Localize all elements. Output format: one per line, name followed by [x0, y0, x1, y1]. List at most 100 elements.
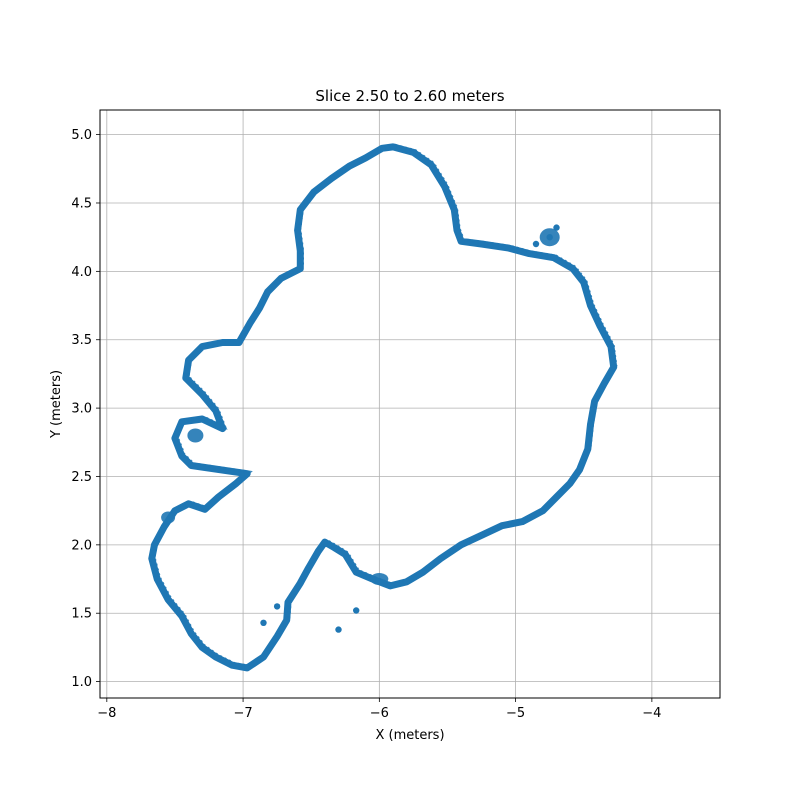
scatter-point	[403, 578, 410, 585]
scatter-point	[188, 630, 195, 637]
scatter-point	[596, 322, 604, 330]
scatter-point	[505, 244, 512, 252]
scatter-point	[498, 522, 506, 529]
scatter-point	[151, 541, 158, 548]
scatter-point	[260, 653, 267, 661]
x-axis-label: X (meters)	[375, 728, 444, 743]
scatter-point	[526, 250, 533, 257]
y-tick-label: 3.5	[71, 333, 92, 348]
plot-frame	[99, 109, 721, 699]
y-axis-label: Y (meters)	[49, 370, 64, 439]
scatter-point	[178, 418, 185, 425]
scatter-point	[427, 161, 435, 168]
scatter-point	[235, 339, 243, 346]
scatter-point	[457, 238, 465, 245]
scatter-point	[607, 343, 615, 350]
y-tick-label: 4.5	[71, 196, 92, 211]
scatter-point	[310, 188, 318, 196]
scatter-point	[244, 470, 251, 477]
scatter-point	[229, 662, 236, 669]
scatter-point	[278, 275, 285, 282]
scatter-point	[591, 398, 598, 405]
y-tick-label: 1.0	[71, 675, 92, 690]
scatter-point	[199, 343, 206, 350]
scatter-point	[353, 607, 360, 614]
scatter-point	[283, 616, 290, 624]
scatter-point	[553, 493, 560, 501]
scatter-point	[182, 374, 189, 382]
scatter-point	[305, 564, 312, 572]
x-tick-label: −6	[370, 706, 389, 721]
scatter-point	[246, 320, 254, 327]
scatter-point	[539, 507, 547, 514]
scatter-cluster	[187, 428, 204, 443]
scatter-point	[335, 626, 342, 633]
scatter-point	[441, 183, 448, 190]
scatter-point	[260, 619, 267, 626]
scatter-point	[297, 265, 304, 272]
scatter-point	[284, 599, 292, 606]
scatter-point	[580, 279, 587, 286]
scatter-point	[244, 664, 251, 672]
scatter-point	[387, 582, 394, 590]
scatter-point	[342, 551, 349, 558]
scatter-point	[569, 265, 576, 272]
scatter-point	[576, 466, 583, 473]
x-tick-label: −8	[97, 706, 116, 721]
scatter-point	[219, 425, 226, 432]
scatter-point	[297, 579, 304, 587]
scatter-cluster	[539, 228, 560, 247]
scatter-point	[389, 143, 397, 151]
scatter-point	[178, 612, 185, 620]
scatter-point	[328, 175, 335, 182]
chart-title: Slice 2.50 to 2.60 meters	[315, 87, 504, 105]
x-tick-label: −5	[506, 706, 525, 721]
scatter-point	[219, 339, 226, 346]
scatter-point	[478, 532, 485, 539]
scatter-point	[437, 555, 444, 562]
y-tick-label: 2.0	[71, 538, 92, 553]
scatter-point	[188, 462, 195, 469]
scatter-point	[164, 596, 172, 603]
y-tick-label: 1.5	[71, 607, 92, 622]
x-tick-label: −4	[642, 706, 661, 721]
scatter-point	[233, 480, 240, 487]
x-tick-label: −7	[233, 706, 252, 721]
y-tick-label: 4.0	[71, 265, 92, 280]
scatter-point	[178, 452, 185, 460]
scatter-point	[321, 538, 328, 546]
scatter-point	[353, 569, 360, 576]
scatter-point	[273, 603, 281, 610]
scatter-point	[215, 493, 222, 501]
axis-ticks: −8 −7 −6 −5 −4 1.0 1.5 2.0 2.5 3.0 3.5 4.0 4.5 5.0	[71, 128, 661, 721]
scatter-point	[297, 206, 304, 213]
scatter-point	[273, 633, 281, 640]
scatter-point	[610, 363, 617, 371]
scatter-point	[587, 421, 594, 428]
scatter-point	[410, 149, 417, 156]
scatter-points	[148, 143, 618, 672]
y-tick-label: 2.5	[71, 470, 92, 485]
scatter-point	[199, 644, 206, 651]
scatter-point	[201, 506, 209, 513]
scatter-point	[346, 162, 353, 170]
scatter-point	[419, 569, 427, 576]
grid-lines	[100, 110, 720, 698]
scatter-point	[553, 224, 560, 231]
scatter-point	[256, 305, 263, 312]
scatter-point	[532, 240, 540, 248]
scatter-point	[199, 415, 206, 423]
scatter-point	[185, 500, 192, 507]
scatter-point	[297, 247, 304, 254]
scatter-point	[212, 407, 219, 414]
scatter-cluster	[161, 511, 176, 524]
scatter-point	[457, 541, 465, 548]
scatter-point	[550, 254, 557, 261]
scatter-point	[212, 653, 219, 661]
scatter-point	[566, 480, 574, 487]
scatter-point	[601, 380, 608, 387]
scatter-point	[362, 154, 369, 162]
scatter-point	[378, 145, 386, 152]
scatter-point	[154, 575, 161, 583]
